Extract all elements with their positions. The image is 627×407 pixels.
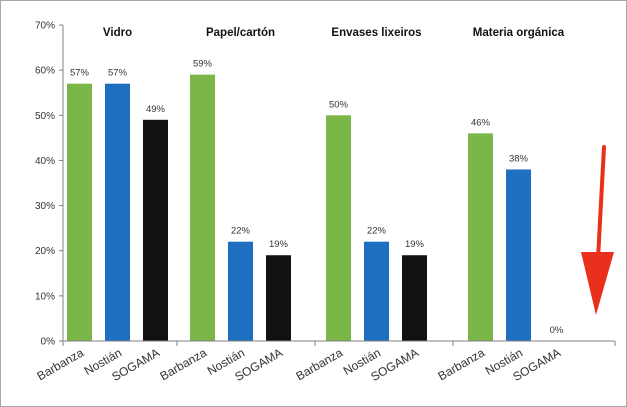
y-tick-label: 40% (35, 156, 55, 167)
group-title: Materia orgánica (473, 27, 565, 39)
bar-barbanza (326, 115, 351, 342)
y-tick-label: 0% (41, 337, 56, 348)
x-tick-label: Barbanza (294, 345, 346, 383)
data-label: 38% (509, 153, 529, 164)
bar-sogama (143, 119, 168, 341)
data-label: 57% (108, 68, 128, 79)
data-label: 59% (193, 59, 213, 70)
bar-sogama (402, 255, 427, 341)
data-label: 19% (405, 239, 425, 250)
bar-nostin (105, 83, 130, 341)
data-label: 57% (70, 68, 90, 79)
y-tick-label: 20% (35, 246, 55, 257)
arrow-head (581, 252, 614, 315)
bar-barbanza (468, 133, 493, 341)
bar-nostin (364, 241, 389, 341)
y-axis: 0% 10% 20% 30% 40% 50% 60% 70% (35, 21, 64, 348)
data-label: 46% (471, 117, 491, 128)
annotations (581, 145, 614, 315)
x-tick-label: Barbanza (35, 345, 87, 383)
bar-barbanza (67, 83, 92, 341)
value-labels: 57% 57% 49% 59% 22% 19% 50% 22% 19% 46% 38% 0% (70, 59, 564, 336)
bar-nostin (506, 169, 531, 341)
x-tick-label: Barbanza (158, 345, 210, 383)
data-label: 19% (269, 239, 289, 250)
data-label: 49% (146, 104, 166, 115)
data-label: 50% (329, 99, 349, 110)
x-axis: BarbanzaNostiánSOGAMABarbanzaNostiánSOGA… (35, 340, 616, 384)
data-label: 22% (231, 226, 251, 237)
group-title: Envases lixeiros (331, 27, 421, 39)
y-tick-label: 50% (35, 111, 55, 122)
y-tick-label: 70% (35, 21, 55, 32)
y-tick-label: 30% (35, 201, 55, 212)
group-titles: Vidro Papel/cartón Envases lixeiros Materia… (103, 27, 565, 39)
group-title: Papel/cartón (206, 27, 275, 39)
bar-barbanza (190, 74, 215, 342)
data-label: 0% (550, 325, 564, 336)
x-tick-label: Barbanza (436, 345, 488, 383)
arrow-shaft (596, 145, 606, 261)
bars (67, 74, 531, 342)
y-tick-label: 10% (35, 291, 55, 302)
data-label: 22% (367, 226, 387, 237)
group-title: Vidro (103, 27, 132, 39)
y-tick-label: 60% (35, 66, 55, 77)
bar-sogama (266, 255, 291, 341)
bar-nostin (228, 241, 253, 341)
